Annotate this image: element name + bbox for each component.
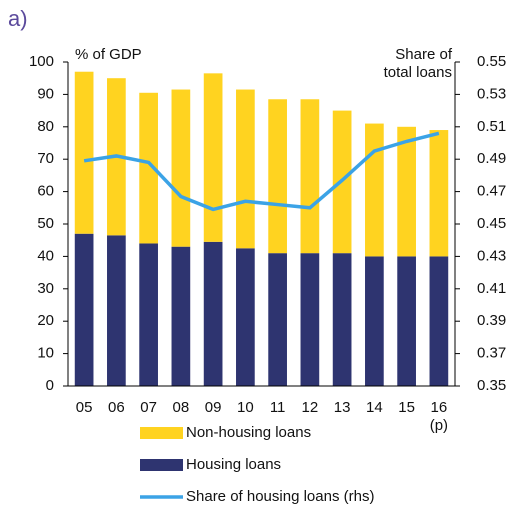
bar-segment xyxy=(203,73,223,242)
x-tick-label: 10 xyxy=(237,399,254,416)
y-tick-label: 20 xyxy=(37,312,54,329)
y2-tick-label: 0.51 xyxy=(477,118,506,135)
y-tick-label: 30 xyxy=(37,280,54,297)
x-tick-label: 09 xyxy=(205,399,222,416)
x-tick-label: 14 xyxy=(366,399,383,416)
bar-segment xyxy=(74,233,94,386)
y2-tick-label: 0.55 xyxy=(477,53,506,70)
bar-segment xyxy=(171,246,191,386)
bar-segment xyxy=(429,130,449,257)
y-tick-label: 90 xyxy=(37,85,54,102)
bar-segment xyxy=(397,256,416,386)
bar-segment xyxy=(107,235,126,386)
legend-swatch xyxy=(140,427,183,439)
y2-tick-label: 0.41 xyxy=(477,280,506,297)
x-tick-label: 06 xyxy=(108,399,125,416)
bar-segment xyxy=(236,89,255,249)
y2-tick-label: 0.45 xyxy=(477,215,506,232)
y-tick-label: 70 xyxy=(37,150,54,167)
y2-tick-label: 0.39 xyxy=(477,312,506,329)
y2-tick-label: 0.47 xyxy=(477,183,506,200)
y2-tick-label: 0.37 xyxy=(477,345,506,362)
legend-label: Housing loans xyxy=(186,456,281,473)
bar-segment xyxy=(332,253,352,386)
bar-segment xyxy=(203,241,223,386)
x-tick-label: 15 xyxy=(398,399,415,416)
bar-segment xyxy=(236,248,255,386)
x-tick-label: 13 xyxy=(334,399,351,416)
y-axis-label: % of GDP xyxy=(75,46,142,63)
legend-swatch xyxy=(140,459,183,471)
bar-segment xyxy=(300,253,320,386)
legend-label: Non-housing loans xyxy=(186,424,311,441)
bar-segment xyxy=(268,253,287,386)
y-tick-label: 0 xyxy=(46,377,54,394)
y-tick-label: 100 xyxy=(29,53,54,70)
y-tick-label: 10 xyxy=(37,345,54,362)
bar-segment xyxy=(429,256,449,386)
bar-segment xyxy=(365,256,384,386)
bar-segment xyxy=(300,99,320,254)
y-tick-label: 40 xyxy=(37,247,54,264)
panel-label: a) xyxy=(8,6,28,31)
x-tick-label: 12 xyxy=(302,399,319,416)
bar-segment xyxy=(74,71,94,234)
bar-segment xyxy=(268,99,287,254)
y2-tick-label: 0.53 xyxy=(477,85,506,102)
bar-segment xyxy=(397,126,416,257)
bar-segment xyxy=(139,243,158,386)
x-tick-label: 07 xyxy=(140,399,157,416)
bar-segment xyxy=(139,92,158,244)
x-tick-label: 16 (p) xyxy=(430,399,448,434)
x-tick-label: 08 xyxy=(173,399,190,416)
y-tick-label: 50 xyxy=(37,215,54,232)
line xyxy=(83,131,440,212)
bar-segment xyxy=(365,123,384,257)
y-tick-label: 60 xyxy=(37,183,54,200)
legend-label: Share of housing loans (rhs) xyxy=(186,488,374,505)
y2-axis-label: Share of total loans xyxy=(384,46,453,81)
x-tick-label: 11 xyxy=(270,399,286,416)
y2-tick-label: 0.35 xyxy=(477,377,506,394)
x-tick-label: 05 xyxy=(76,399,93,416)
y2-tick-label: 0.49 xyxy=(477,150,506,167)
y-tick-label: 80 xyxy=(37,118,54,135)
bar-segment xyxy=(171,89,191,247)
y2-tick-label: 0.43 xyxy=(477,247,506,264)
